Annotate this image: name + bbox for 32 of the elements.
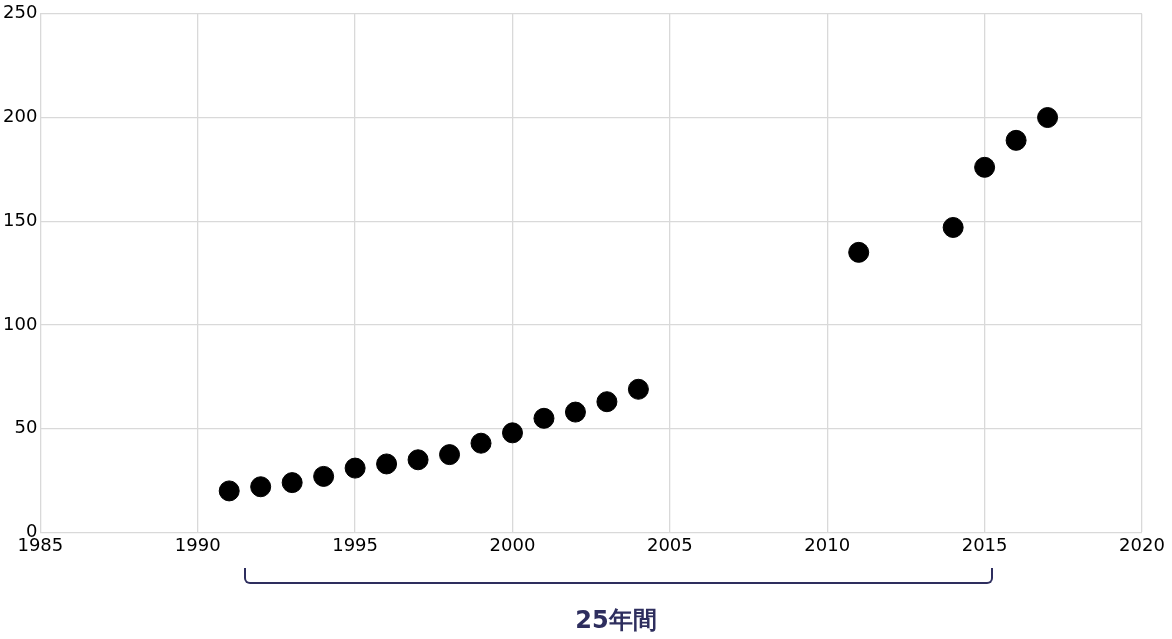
point: [596, 391, 618, 413]
y-tick-label: 50: [14, 416, 38, 438]
point: [218, 480, 240, 502]
x-tick-label: 1990: [174, 533, 221, 555]
point: [250, 476, 272, 498]
point: [627, 378, 649, 400]
x-tick-label: 1995: [332, 533, 379, 555]
y-tick-label: 250: [3, 1, 38, 23]
point: [974, 156, 996, 178]
point: [313, 465, 335, 487]
point: [344, 457, 366, 479]
x-tick-label: 2020: [1119, 533, 1165, 555]
y-tick-label: 200: [3, 105, 38, 127]
point: [439, 444, 461, 466]
point: [281, 472, 303, 494]
point: [501, 422, 523, 444]
point: [942, 216, 964, 238]
text: 25年間: [574, 605, 658, 636]
point: [376, 453, 398, 475]
point: [1037, 107, 1059, 129]
point: [1005, 129, 1027, 151]
point: [407, 449, 429, 471]
x-tick-label: 2005: [646, 533, 693, 555]
x-tick-label: 2000: [489, 533, 536, 555]
y-tick-label: 150: [3, 208, 38, 230]
x-tick-label: 2010: [804, 533, 851, 555]
point: [564, 401, 586, 423]
point: [848, 241, 870, 263]
point: [533, 407, 555, 429]
point: [470, 432, 492, 454]
x-tick-label: 2015: [961, 533, 1008, 555]
y-tick-label: 100: [3, 312, 38, 334]
